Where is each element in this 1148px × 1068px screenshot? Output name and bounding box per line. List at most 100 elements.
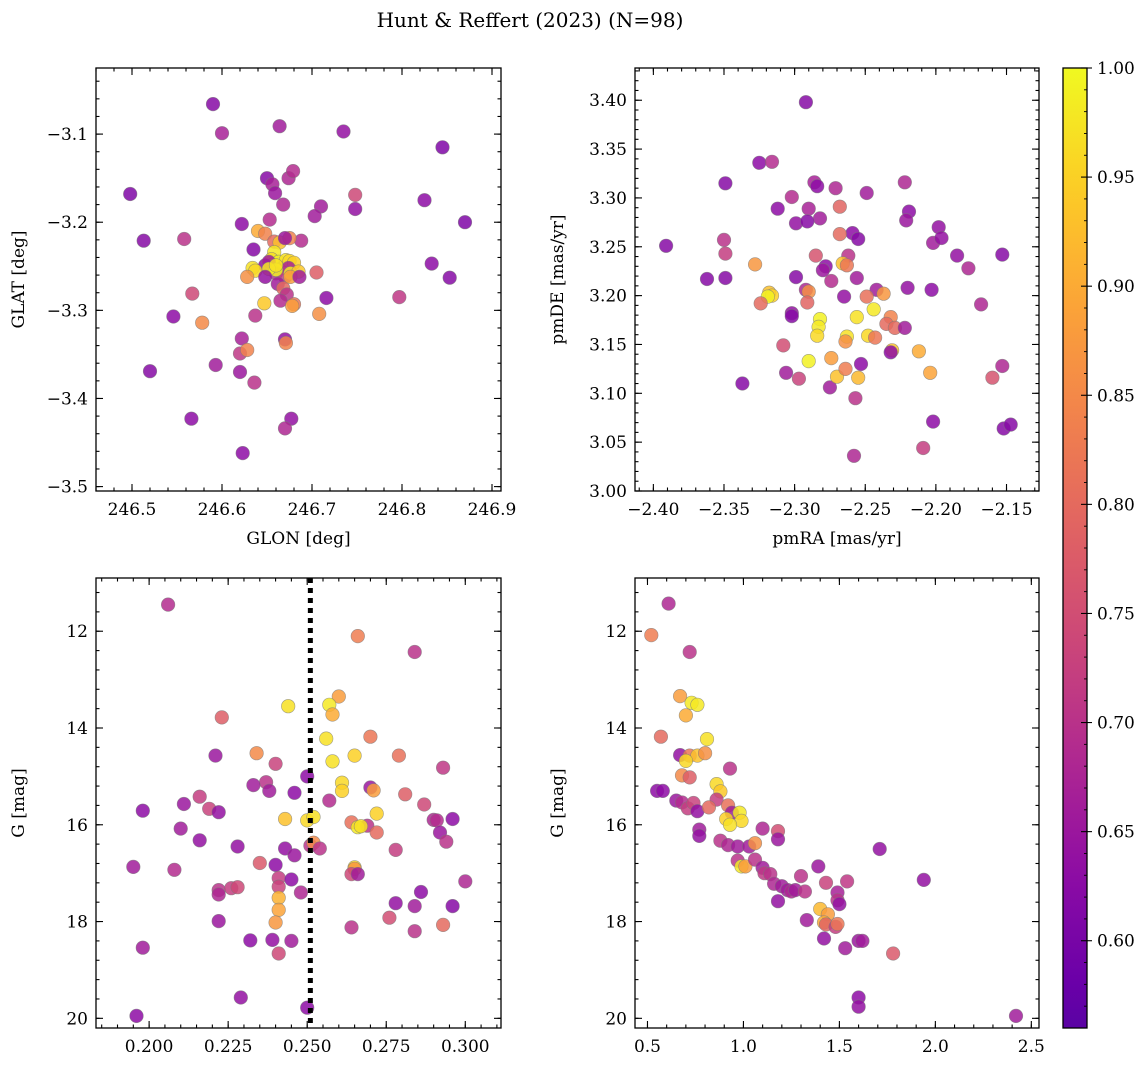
data-point	[211, 805, 226, 820]
x-tick-label: 0.300	[441, 1037, 490, 1057]
x-tick-label: 2.5	[1018, 1037, 1045, 1057]
data-point	[325, 707, 340, 722]
axis-ticks	[96, 578, 501, 1028]
data-point	[278, 335, 294, 351]
data-point	[278, 811, 293, 827]
y-tick-label: 14	[605, 719, 627, 739]
colorbar-tick-label: 0.60	[1097, 932, 1135, 952]
y-tick-label: 20	[605, 1009, 627, 1029]
data-point	[192, 789, 207, 804]
data-point	[838, 334, 853, 349]
colorbar-gradient	[1062, 67, 1088, 1029]
data-point	[961, 261, 976, 276]
axis-ticks	[95, 68, 501, 491]
panel-pmra-pmde: −2.40 −2.35 −2.30 −2.25 −2.20 −2.15 3.00 3.05 3.…	[548, 67, 1040, 549]
data-point	[885, 946, 901, 961]
data-point	[883, 345, 898, 360]
data-point	[949, 248, 965, 263]
y-axis-label: GLAT [deg]	[9, 230, 29, 328]
data-point	[232, 364, 248, 380]
data-point	[798, 95, 814, 110]
x-tick-label: 246.9	[468, 500, 517, 520]
data-point	[348, 201, 363, 217]
data-point	[177, 231, 192, 247]
data-point	[268, 756, 283, 771]
data-point	[735, 376, 750, 391]
data-point	[240, 342, 255, 358]
data-point	[271, 946, 286, 961]
data-point	[363, 729, 378, 744]
data-point	[214, 710, 229, 725]
data-point	[392, 290, 407, 305]
data-point	[407, 644, 422, 660]
data-point	[923, 365, 938, 380]
data-point	[722, 817, 738, 832]
data-point	[839, 874, 855, 889]
y-tick-label: 3.35	[589, 140, 627, 160]
points-glon-glat	[123, 96, 473, 461]
data-point	[846, 448, 862, 463]
data-point	[815, 263, 831, 278]
data-point	[276, 197, 291, 212]
data-point	[897, 175, 912, 190]
axis-ticks	[635, 68, 1039, 492]
data-point	[716, 232, 732, 247]
x-tick-label: −2.40	[627, 500, 679, 520]
data-point	[752, 155, 767, 170]
data-point	[277, 421, 293, 436]
y-tick-label: 12	[66, 622, 88, 642]
y-tick-label: −3.5	[47, 478, 88, 498]
plot-frame	[634, 577, 1040, 1029]
y-tick-label: 3.15	[589, 335, 627, 355]
data-point	[822, 380, 838, 395]
data-point	[309, 265, 324, 280]
data-point	[235, 446, 250, 461]
data-point	[407, 898, 422, 914]
data-point	[369, 825, 384, 840]
data-point	[848, 391, 863, 406]
data-point	[319, 731, 334, 746]
data-point	[770, 832, 786, 847]
data-point	[129, 1008, 144, 1024]
data-point	[678, 753, 694, 769]
data-point	[699, 271, 715, 287]
data-point	[268, 186, 283, 201]
x-tick-label: 0.200	[125, 1037, 174, 1057]
y-tick-label: 18	[66, 913, 88, 933]
data-point	[1008, 1008, 1024, 1024]
x-tick-label: 246.6	[198, 500, 247, 520]
data-point	[205, 96, 221, 112]
data-point	[246, 777, 261, 793]
data-point	[388, 896, 403, 911]
data-point	[382, 910, 397, 925]
data-point	[272, 119, 287, 134]
data-point	[273, 293, 288, 308]
data-point	[832, 227, 847, 242]
data-point	[793, 868, 809, 884]
data-point	[458, 874, 473, 889]
data-point	[347, 748, 362, 763]
data-point	[690, 697, 705, 712]
data-point	[866, 302, 881, 317]
data-point	[836, 289, 852, 304]
x-tick-label: 0.225	[204, 1037, 253, 1057]
data-point	[755, 821, 770, 836]
data-point	[173, 821, 188, 836]
data-point	[672, 688, 688, 704]
data-point	[916, 872, 931, 888]
points-pmra-pmde	[658, 95, 1018, 463]
y-tick-label: 3.00	[589, 482, 627, 502]
data-point	[334, 783, 350, 799]
data-point	[770, 201, 785, 216]
data-point	[911, 344, 927, 359]
data-point	[801, 354, 816, 369]
data-point	[252, 855, 267, 871]
y-tick-label: 12	[605, 622, 627, 642]
data-point	[336, 124, 351, 139]
y-axis-label: pmDE [mas/yr]	[548, 214, 568, 344]
data-point	[776, 338, 791, 353]
data-point	[234, 216, 249, 232]
data-point	[366, 783, 381, 798]
data-point	[788, 270, 804, 285]
data-point	[800, 295, 815, 310]
